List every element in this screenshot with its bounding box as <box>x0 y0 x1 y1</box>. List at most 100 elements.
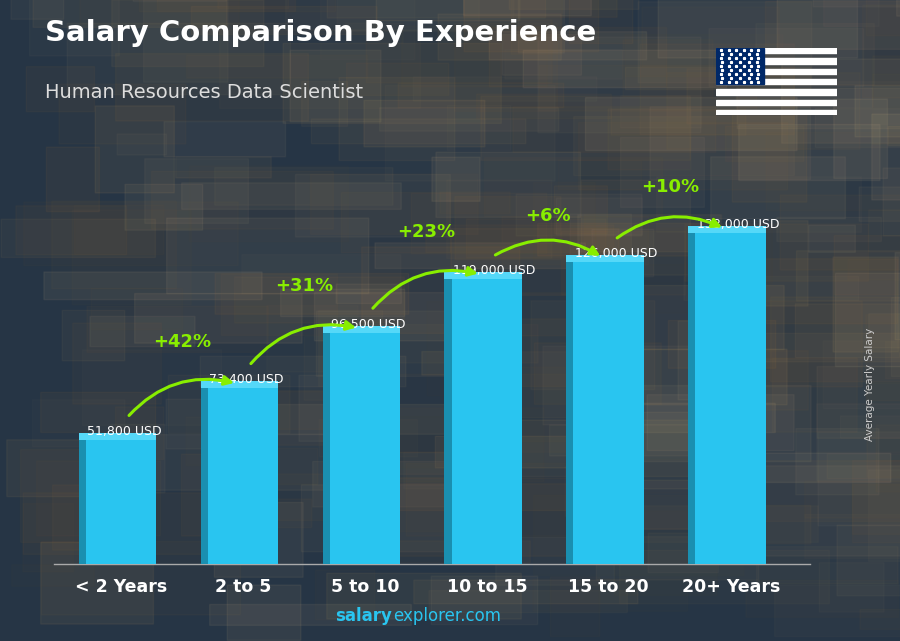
FancyBboxPatch shape <box>151 171 333 229</box>
FancyBboxPatch shape <box>135 294 302 343</box>
FancyBboxPatch shape <box>426 225 614 253</box>
Bar <box>716 90 837 95</box>
FancyBboxPatch shape <box>380 484 587 556</box>
FancyBboxPatch shape <box>339 78 454 160</box>
FancyBboxPatch shape <box>710 506 811 544</box>
Bar <box>716 48 837 53</box>
FancyBboxPatch shape <box>481 96 690 160</box>
FancyBboxPatch shape <box>782 59 900 143</box>
FancyBboxPatch shape <box>741 221 808 306</box>
FancyBboxPatch shape <box>718 333 900 362</box>
FancyBboxPatch shape <box>398 83 563 108</box>
FancyBboxPatch shape <box>376 478 572 510</box>
Bar <box>445 272 522 279</box>
FancyBboxPatch shape <box>125 185 202 230</box>
FancyBboxPatch shape <box>835 273 900 367</box>
FancyBboxPatch shape <box>706 301 862 387</box>
FancyBboxPatch shape <box>586 97 797 151</box>
FancyBboxPatch shape <box>366 20 552 83</box>
FancyBboxPatch shape <box>685 224 868 281</box>
Bar <box>573 262 644 564</box>
FancyBboxPatch shape <box>611 109 746 135</box>
FancyBboxPatch shape <box>436 437 578 468</box>
FancyBboxPatch shape <box>1 219 156 258</box>
FancyBboxPatch shape <box>896 0 900 16</box>
FancyBboxPatch shape <box>422 351 516 375</box>
FancyBboxPatch shape <box>580 480 750 529</box>
FancyBboxPatch shape <box>290 50 381 122</box>
FancyBboxPatch shape <box>513 106 716 153</box>
Bar <box>329 333 400 564</box>
Bar <box>322 326 400 333</box>
FancyBboxPatch shape <box>7 440 118 497</box>
FancyBboxPatch shape <box>112 0 264 67</box>
FancyBboxPatch shape <box>115 407 164 460</box>
Text: Salary Comparison By Experience: Salary Comparison By Experience <box>45 19 596 47</box>
FancyBboxPatch shape <box>302 485 490 552</box>
FancyBboxPatch shape <box>581 180 690 275</box>
FancyBboxPatch shape <box>667 72 860 149</box>
Bar <box>716 100 837 105</box>
Text: +23%: +23% <box>397 224 455 242</box>
FancyBboxPatch shape <box>591 403 775 433</box>
Text: 73,400 USD: 73,400 USD <box>209 373 284 386</box>
FancyBboxPatch shape <box>16 206 127 254</box>
Bar <box>688 233 696 564</box>
FancyBboxPatch shape <box>696 408 764 494</box>
FancyBboxPatch shape <box>312 462 462 507</box>
FancyBboxPatch shape <box>218 0 289 8</box>
FancyBboxPatch shape <box>228 585 301 640</box>
FancyBboxPatch shape <box>626 285 784 349</box>
FancyBboxPatch shape <box>796 251 900 301</box>
Bar <box>688 226 766 233</box>
Text: Average Yearly Salary: Average Yearly Salary <box>865 328 875 441</box>
FancyBboxPatch shape <box>242 449 318 485</box>
FancyBboxPatch shape <box>658 0 858 58</box>
FancyBboxPatch shape <box>833 99 887 178</box>
Bar <box>208 388 278 564</box>
FancyBboxPatch shape <box>364 101 485 147</box>
FancyBboxPatch shape <box>778 0 900 49</box>
FancyBboxPatch shape <box>766 1 900 85</box>
FancyBboxPatch shape <box>451 319 593 387</box>
FancyBboxPatch shape <box>650 107 810 179</box>
Bar <box>716 58 837 63</box>
Bar <box>86 440 157 564</box>
FancyBboxPatch shape <box>669 320 776 369</box>
Bar <box>696 233 766 564</box>
FancyBboxPatch shape <box>95 106 175 193</box>
FancyBboxPatch shape <box>221 274 338 335</box>
FancyBboxPatch shape <box>860 610 900 629</box>
FancyBboxPatch shape <box>164 122 285 157</box>
Bar <box>201 388 208 564</box>
Bar <box>322 333 329 564</box>
FancyBboxPatch shape <box>711 157 845 219</box>
Bar <box>716 48 764 85</box>
FancyBboxPatch shape <box>809 225 855 253</box>
FancyBboxPatch shape <box>724 461 900 521</box>
Text: salary: salary <box>335 607 392 625</box>
FancyBboxPatch shape <box>888 126 900 146</box>
FancyBboxPatch shape <box>770 297 900 381</box>
FancyBboxPatch shape <box>833 257 898 352</box>
FancyBboxPatch shape <box>451 229 619 296</box>
FancyBboxPatch shape <box>33 0 227 28</box>
FancyBboxPatch shape <box>502 35 581 75</box>
FancyBboxPatch shape <box>182 183 401 210</box>
FancyBboxPatch shape <box>873 56 900 144</box>
FancyBboxPatch shape <box>284 44 501 124</box>
FancyBboxPatch shape <box>852 485 900 543</box>
Bar <box>452 279 522 564</box>
FancyBboxPatch shape <box>535 343 662 404</box>
FancyBboxPatch shape <box>464 0 591 15</box>
Text: 51,800 USD: 51,800 USD <box>87 425 161 438</box>
FancyBboxPatch shape <box>739 124 880 181</box>
Bar <box>78 433 157 440</box>
FancyBboxPatch shape <box>201 356 406 387</box>
FancyBboxPatch shape <box>87 306 268 353</box>
FancyBboxPatch shape <box>448 293 643 336</box>
Text: 119,000 USD: 119,000 USD <box>453 264 536 277</box>
FancyBboxPatch shape <box>464 0 598 52</box>
FancyBboxPatch shape <box>158 0 295 12</box>
FancyBboxPatch shape <box>432 157 480 201</box>
